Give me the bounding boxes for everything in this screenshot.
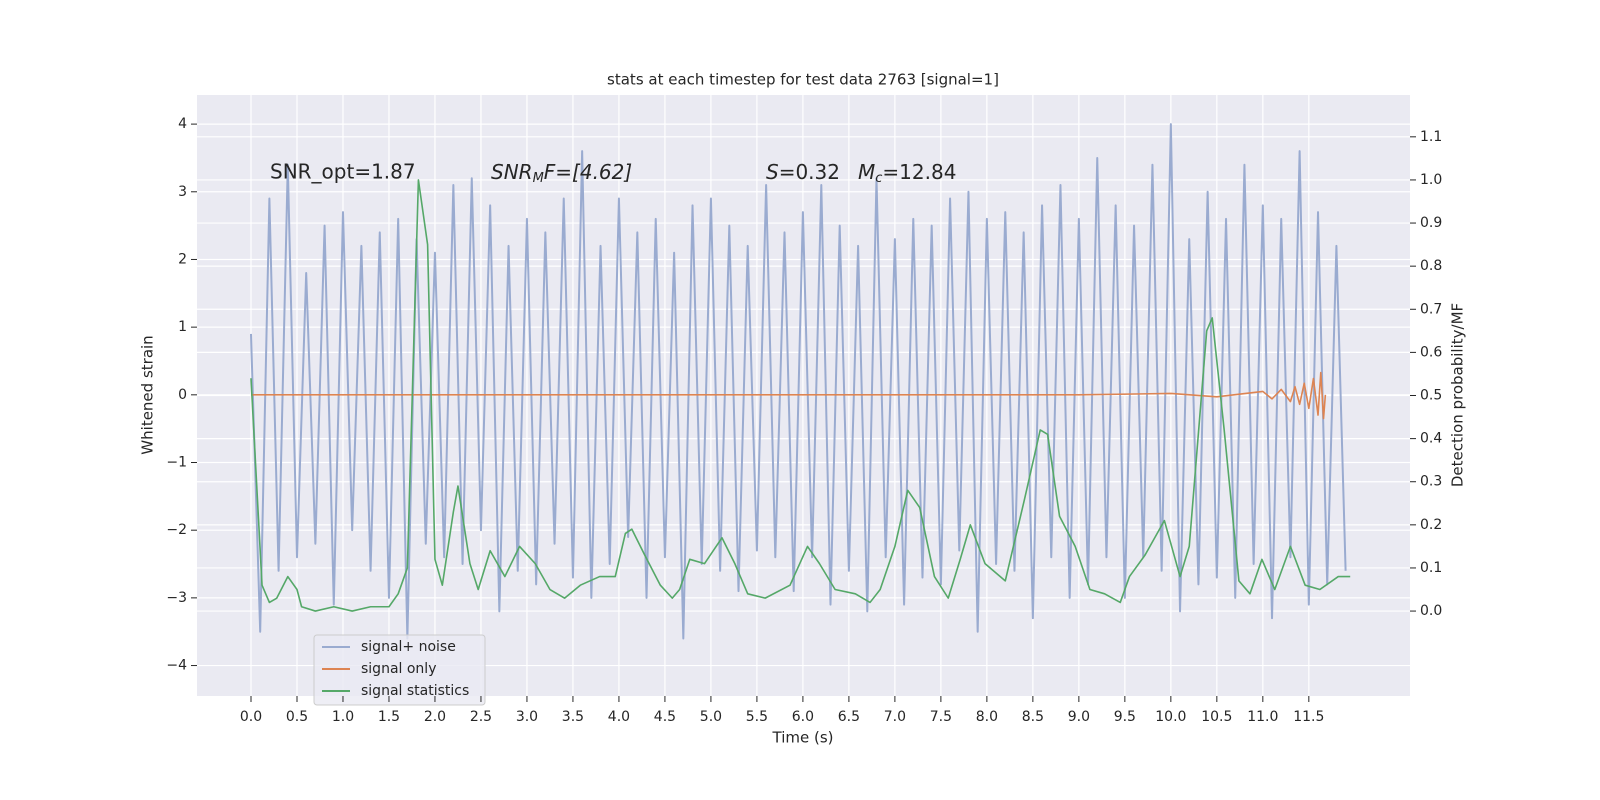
y2-tick-label: 0.5 [1420,388,1442,404]
annotation-part: M [533,171,544,186]
y-tick-label: −1 [166,455,187,471]
legend-box [313,634,486,706]
y2-tick-label: 0.6 [1420,344,1442,360]
annotation-part: =0.32 [779,160,840,184]
y2-tick-label: 0.3 [1420,474,1442,490]
x-tick-label: 5.0 [700,709,722,725]
y2-tick-label: 0.1 [1420,560,1442,576]
y-axis-label: Whitened strain [139,335,157,454]
x-tick-label: 11.0 [1247,709,1278,725]
annotation-part: F=[4.62] [544,160,632,184]
y2-tick-label: 0.0 [1420,603,1442,619]
legend-label: signal statistics [361,683,469,699]
x-tick-label: 7.5 [930,709,952,725]
y2-tick-label: 0.4 [1420,431,1442,447]
x-tick-label: 2.5 [470,709,492,725]
y-tick-label: 0 [178,387,187,403]
x-tick-label: 9.0 [1068,709,1090,725]
x-tick-label: 8.5 [1022,709,1044,725]
legend-label: signal only [361,661,436,677]
x-tick-label: 11.5 [1293,709,1324,725]
y2-tick-label: 0.8 [1420,258,1442,274]
annotation-part: c [875,171,882,186]
legend-label: signal+ noise [361,639,456,655]
y2-tick-label: 0.7 [1420,301,1442,317]
series-line [249,123,1347,640]
x-tick-label: 4.0 [608,709,630,725]
annotation: S=0.32 [766,160,840,184]
y-tick-label: −3 [166,590,187,606]
chart-title: stats at each timestep for test data 276… [607,71,999,89]
x-tick-label: 3.5 [562,709,584,725]
x-tick-label: 4.5 [654,709,676,725]
x-tick-label: 2.0 [424,709,446,725]
annotation-part: M [858,160,875,184]
x-tick-label: 1.0 [332,709,354,725]
x-tick-label: 1.5 [378,709,400,725]
y2-tick-label: 0.9 [1420,215,1442,231]
x-tick-label: 10.5 [1201,709,1232,725]
y2-axis-label: Detection probability/MF [1449,303,1467,487]
x-tick-label: 8.0 [976,709,998,725]
y-tick-label: 4 [178,116,187,132]
y2-tick-label: 1.1 [1420,129,1442,145]
x-tick-label: 3.0 [516,709,538,725]
annotation: SNRMF=[4.62] [491,160,632,186]
x-tick-label: 9.5 [1114,709,1136,725]
x-tick-label: 10.0 [1155,709,1186,725]
y2-tick-label: 1.0 [1420,172,1442,188]
x-tick-label: 6.5 [838,709,860,725]
x-tick-label: 7.0 [884,709,906,725]
y2-tick-label: 0.2 [1420,517,1442,533]
y-tick-label: 2 [178,251,187,267]
annotation-part: S [766,160,779,184]
y-tick-label: 3 [178,184,187,200]
x-tick-label: 6.0 [792,709,814,725]
x-tick-label: 0.5 [286,709,308,725]
series-line [250,179,1351,612]
x-tick-label: 0.0 [240,709,262,725]
y-tick-label: −4 [166,658,187,674]
annotation: Mc=12.84 [858,160,956,186]
x-tick-label: 5.5 [746,709,768,725]
annotation-part: =12.84 [882,160,956,184]
x-axis-label: Time (s) [772,729,834,747]
y-tick-label: 1 [178,319,187,335]
y-tick-label: −2 [166,522,187,538]
annotation-part: SNR [491,160,533,184]
annotation: SNR_opt=1.87 [270,160,416,184]
